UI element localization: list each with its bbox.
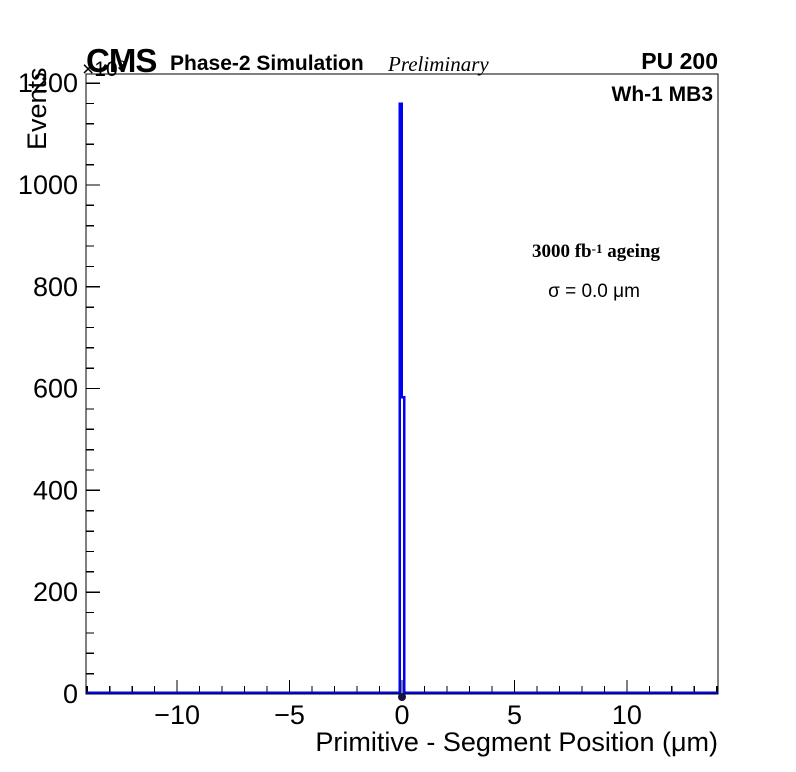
x-tick-label: −5 (274, 700, 305, 730)
preliminary-label: Preliminary (388, 52, 489, 76)
zero-marker (398, 693, 406, 701)
sigma-annotation: σ = 0.0 μm (548, 281, 640, 302)
x-tick-label: 0 (394, 700, 409, 730)
x-tick-label: −10 (154, 700, 200, 730)
cms-label: CMS (86, 42, 157, 79)
y-tick-label: 1200 (18, 68, 78, 98)
ageing-annotation-pre: 3000 fb (531, 241, 592, 262)
y-axis-title: Events (22, 67, 52, 150)
pileup-label: PU 200 (641, 48, 718, 74)
y-axis-exponent-sup: 3 (117, 57, 126, 73)
y-axis-exponent-base: ×10 (82, 58, 118, 81)
histogram-line (86, 102, 718, 694)
ageing-annotation: 3000 fb-1 ageing (446, 241, 746, 263)
phase2-simulation-label: Phase-2 Simulation (170, 52, 364, 75)
x-tick-label: 5 (507, 700, 522, 730)
y-tick-label: 1000 (18, 170, 78, 200)
chamber-label: Wh-1 MB3 (611, 83, 714, 106)
ageing-annotation-post: ageing (602, 241, 661, 262)
x-axis-title: Primitive - Segment Position (μm) (315, 727, 718, 757)
y-tick-label: 0 (63, 679, 78, 709)
y-tick-label: 200 (33, 577, 78, 607)
y-tick-label: 400 (33, 475, 78, 505)
x-tick-label: 10 (612, 700, 642, 730)
y-tick-label: 600 (33, 374, 78, 404)
y-axis-exponent: ×103 (82, 57, 125, 82)
y-tick-label: 800 (33, 272, 78, 302)
ageing-annotation-sup: -1 (591, 241, 603, 256)
